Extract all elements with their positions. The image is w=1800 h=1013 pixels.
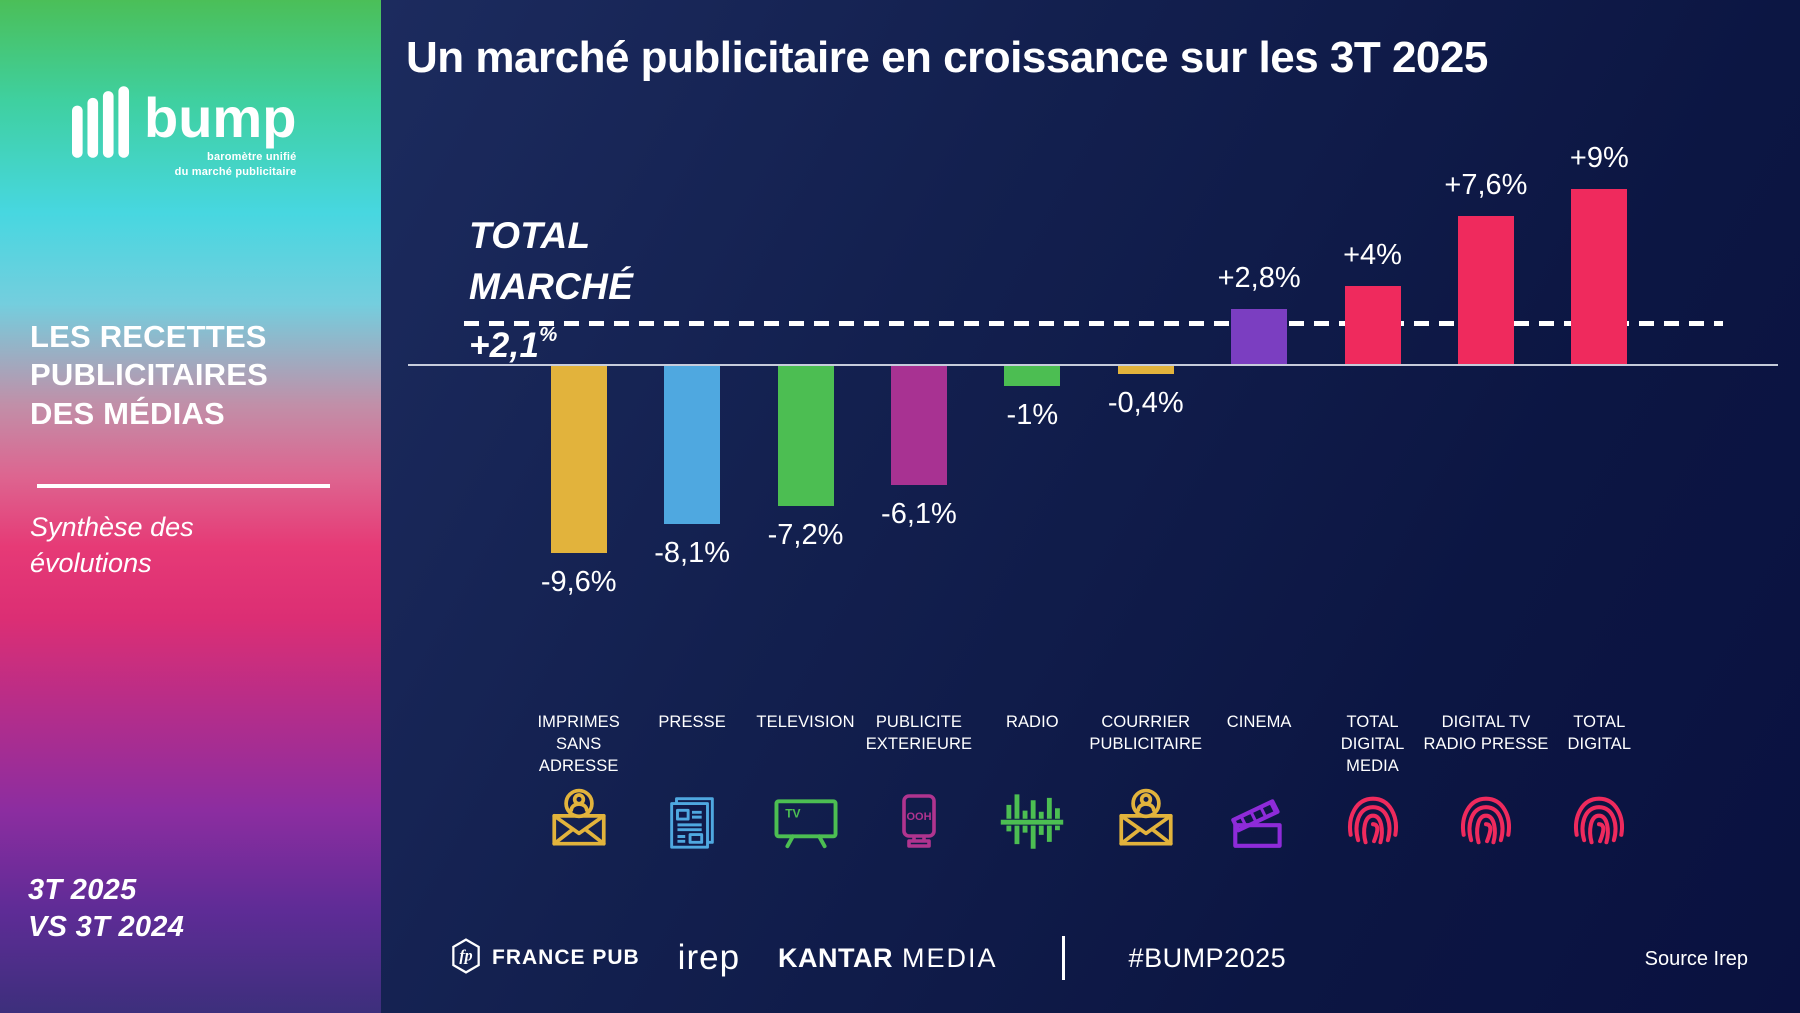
bump-logo-text-block: bump baromètre unifié du marché publicit… (130, 86, 296, 180)
subtitle-line-1: Synthèse des (30, 512, 194, 542)
france-pub-logo: fp FRANCE PUB (451, 937, 640, 979)
footer-logos: fp FRANCE PUB irep KANTAR MEDIA #BUMP202… (451, 934, 1286, 982)
total-market-value: +2,1% (469, 324, 558, 365)
bar-value-label-imprimes-sans-adresse: -9,6% (540, 566, 617, 599)
bar-value-label-publicite-exterieure: -6,1% (881, 497, 957, 530)
chart-column-presse: -8,1% PRESSE (635, 0, 748, 1013)
bar-publicite-exterieure (890, 366, 947, 485)
fingerprint-icon (1560, 782, 1638, 860)
total-market-reference-dashed-line (464, 321, 1723, 326)
chart-column-courrier-publicitaire: -0,4% COURRIER PUBLICITAIRE (1089, 0, 1202, 1013)
heading-line-3: DES MÉDIAS (30, 395, 225, 431)
sidebar-heading: LES RECETTES PUBLICITAIRES DES MÉDIAS (30, 318, 268, 433)
bar-cinema (1231, 309, 1288, 364)
svg-text:TV: TV (785, 807, 800, 821)
sidebar: bump baromètre unifié du marché publicit… (0, 0, 381, 1013)
sidebar-period: 3T 2025 VS 3T 2024 (28, 872, 184, 946)
category-label-total-digital-media: TOTAL DIGITAL MEDIA (1340, 713, 1405, 775)
bar-total-digital-media (1344, 286, 1401, 364)
chart-column-publicite-exterieure: -6,1% PUBLICITE EXTERIEURE OOH (862, 0, 975, 1013)
kantar-media-logo: KANTAR MEDIA (778, 943, 998, 974)
source-credit: Source Irep (1644, 948, 1748, 970)
bar-value-label-digital-tv-radio-presse: +7,6% (1444, 168, 1528, 201)
category-label-radio: RADIO (1005, 713, 1059, 731)
total-market-line-2: MARCHÉ (469, 266, 634, 308)
bar-presse (664, 366, 721, 524)
chart-column-imprimes-sans-adresse: -9,6% IMPRIMES SANS ADRESSE (522, 0, 635, 1013)
kantar-wordmark: KANTAR (778, 942, 894, 973)
category-label-imprimes-sans-adresse: IMPRIMES SANS ADRESSE (537, 713, 620, 775)
total-market-line-1: TOTAL (469, 215, 591, 256)
bump-logo-tagline: baromètre unifié du marché publicitaire (130, 150, 297, 180)
bar-value-label-television: -7,2% (767, 519, 844, 552)
category-label-cinema: CINEMA (1226, 713, 1292, 731)
bar-value-label-total-digital-media: +4% (1343, 239, 1402, 271)
main-panel: Un marché publicitaire en croissance sur… (381, 0, 1800, 1013)
france-pub-wordmark: FRANCE PUB (492, 946, 640, 969)
period-line-1: 3T 2025 (28, 874, 137, 906)
billboard-icon: OOH (880, 782, 958, 860)
bar-value-label-presse: -8,1% (654, 536, 730, 569)
bump-logo: bump baromètre unifié du marché publicit… (72, 86, 296, 180)
equalizer-icon (993, 782, 1071, 860)
sidebar-subtitle: Synthèse des évolutions (30, 510, 194, 581)
category-label-digital-tv-radio-presse: DIGITAL TV RADIO PRESSE (1423, 713, 1549, 753)
fp-monogram: fp (459, 947, 472, 964)
chart-column-radio: -1% RADIO (976, 0, 1089, 1013)
period-line-2: VS 3T 2024 (28, 911, 185, 944)
bar-digital-tv-radio-presse (1457, 215, 1514, 364)
sidebar-divider (37, 484, 330, 488)
bump-logo-bars-icon (72, 86, 130, 163)
fingerprint-icon (1334, 782, 1412, 860)
clapperboard-icon (1220, 782, 1298, 860)
category-label-publicite-exterieure: PUBLICITE EXTERIEURE (865, 713, 973, 753)
category-label-presse: PRESSE (658, 713, 726, 731)
bar-total-digital (1571, 188, 1628, 364)
france-pub-hexagon-icon: fp (451, 937, 481, 979)
category-label-courrier-publicitaire: COURRIER PUBLICITAIRE (1089, 713, 1203, 753)
bar-chart: -9,6% IMPRIMES SANS ADRESSE -8,1% PRESSE -7,… (522, 0, 1656, 1013)
bar-courrier-publicitaire (1117, 366, 1174, 374)
hashtag-bump2025: #BUMP2025 (1128, 942, 1287, 973)
heading-line-1: LES RECETTES (30, 319, 267, 354)
chart-column-total-digital: +9% TOTAL DIGITAL (1543, 0, 1656, 1013)
category-label-total-digital: TOTAL DIGITAL (1567, 713, 1632, 753)
mail-user-icon (540, 782, 618, 860)
page-title: Un marché publicitaire en croissance sur… (406, 33, 1488, 82)
fingerprint-icon (1447, 782, 1525, 860)
heading-line-2: PUBLICITAIRES (30, 357, 268, 393)
footer-divider (1061, 936, 1065, 980)
subtitle-line-2: évolutions (30, 547, 152, 578)
chart-column-cinema: +2,8% CINEMA (1202, 0, 1315, 1013)
bar-value-label-courrier-publicitaire: -0,4% (1107, 386, 1184, 419)
chart-column-digital-tv-radio-presse: +7,6% DIGITAL TV RADIO PRESSE (1423, 0, 1548, 1013)
svg-text:OOH: OOH (906, 811, 931, 823)
chart-axis-line (408, 364, 1778, 366)
tagline-line-2: du marché publicitaire (174, 165, 297, 178)
mail-user-icon (1107, 782, 1185, 860)
bar-television (777, 366, 834, 507)
irep-logo: irep (677, 938, 741, 977)
bar-value-label-cinema: +2,8% (1217, 262, 1301, 295)
bar-value-label-total-digital: +9% (1569, 141, 1629, 174)
chart-column-television: -7,2% TELEVISION TV (749, 0, 862, 1013)
category-label-television: TELEVISION (756, 713, 855, 731)
tagline-line-1: baromètre unifié (207, 151, 297, 163)
bar-imprimes-sans-adresse (550, 366, 607, 554)
tv-icon: TV (767, 782, 845, 860)
bar-radio (1004, 366, 1061, 386)
total-market-label: TOTAL MARCHÉ (469, 210, 633, 312)
chart-column-total-digital-media: +4% TOTAL DIGITAL MEDIA (1316, 0, 1429, 1013)
bar-value-label-radio: -1% (1006, 398, 1059, 431)
bump-logo-wordmark: bump (144, 86, 297, 149)
newspaper-icon (653, 782, 731, 860)
media-wordmark: MEDIA (902, 942, 998, 973)
